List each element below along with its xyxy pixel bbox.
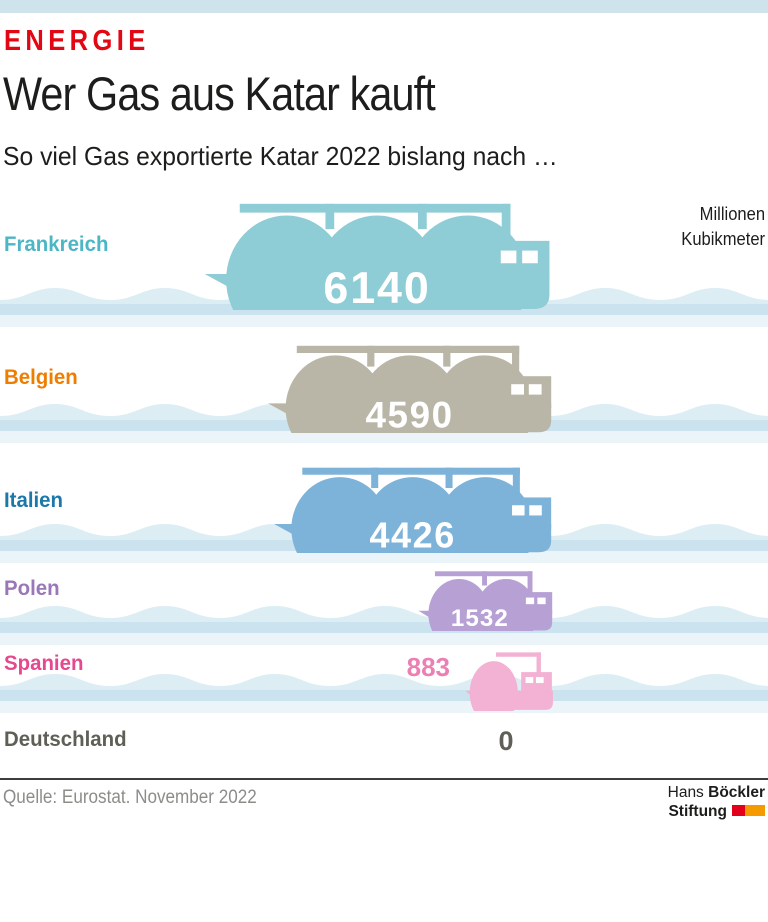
wave-band-icon: [0, 674, 768, 713]
hans-boeckler-logo: Hans Böckler Stiftung: [668, 783, 765, 821]
country-label: Deutschland: [4, 727, 127, 751]
unit-line-2: Kubikmeter: [681, 229, 765, 249]
lng-ship-icon: 4590: [268, 345, 552, 433]
ship-wrap: 4590: [268, 341, 556, 433]
logo-red-square: [732, 805, 745, 816]
ship-value: 4426: [369, 515, 455, 553]
top-band: [0, 0, 768, 13]
country-label: Frankreich: [4, 232, 109, 256]
unit-label: Millionen Kubikmeter: [681, 202, 765, 252]
lng-ship-icon: 4426: [274, 467, 552, 553]
country-label: Spanien: [4, 651, 84, 675]
logo-line-2: Stiftung: [668, 802, 765, 821]
logo-line-1: Hans Böckler: [667, 784, 765, 801]
ship-value: 1532: [451, 605, 509, 631]
unit-line-1: Millionen: [699, 204, 765, 224]
ship-wrap: [465, 648, 556, 711]
ship-value: 4590: [365, 394, 453, 433]
source-note: Quelle: Eurostat. November 2022: [3, 787, 257, 808]
divider: [0, 778, 768, 780]
kicker: ENERGIE: [4, 25, 150, 57]
page-title: Wer Gas aus Katar kauft: [3, 67, 436, 120]
ship-wrap: 1532: [418, 568, 556, 631]
logo-orange-square: [745, 805, 765, 816]
ship-wrap: 6140: [204, 198, 556, 310]
ship-value: 6140: [323, 263, 430, 310]
value-label: 883: [406, 652, 450, 682]
lng-ship-icon: 6140: [204, 203, 550, 310]
country-label: Polen: [4, 576, 60, 600]
value-label: 0: [498, 726, 514, 756]
country-label: Italien: [4, 488, 64, 512]
country-label: Belgien: [4, 365, 78, 389]
page-subtitle: So viel Gas exportierte Katar 2022 bisla…: [3, 141, 558, 171]
ship-wrap: 4426: [274, 463, 556, 553]
lng-ship-icon: 1532: [418, 571, 553, 631]
wave-band-icon: [0, 606, 768, 645]
lng-ship-icon: [465, 652, 553, 711]
